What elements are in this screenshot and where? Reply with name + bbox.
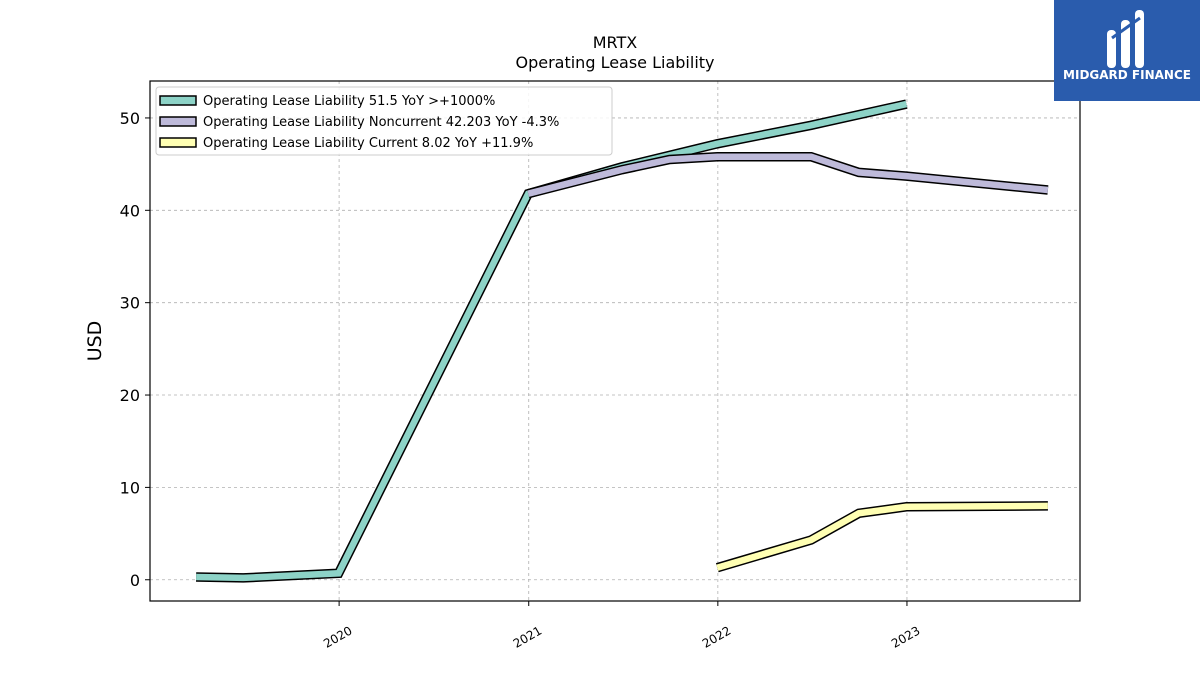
legend: Operating Lease Liability 51.5 YoY >+100… — [155, 86, 613, 156]
x-axis: 2020 2021 2022 2023 — [321, 601, 922, 651]
x-tick-label: 2022 — [700, 623, 733, 650]
series-2-line — [527, 151, 1049, 199]
series-3-line — [715, 501, 1048, 573]
legend-box — [155, 86, 613, 156]
series-1-line — [196, 99, 908, 583]
series-2-stroke — [527, 153, 1049, 197]
legend-item: Operating Lease Liability Current 8.02 Y… — [159, 136, 533, 151]
legend-swatch — [159, 137, 197, 148]
midgard-logo-icon — [1107, 10, 1144, 68]
chart-subtitle: Operating Lease Liability — [515, 53, 714, 72]
legend-label: Operating Lease Liability Noncurrent 42.… — [203, 115, 559, 130]
x-tick-label: 2020 — [321, 623, 354, 650]
legend-swatch — [159, 95, 197, 106]
brand-logo: MIDGARD FINANCE — [1054, 0, 1200, 101]
x-tick-label: 2021 — [511, 623, 544, 650]
logo-text: MIDGARD FINANCE — [1063, 68, 1191, 82]
series-3-outline — [715, 501, 1048, 573]
legend-label: Operating Lease Liability Current 8.02 Y… — [203, 136, 533, 151]
y-tick-label: 50 — [120, 109, 140, 128]
y-tick-label: 40 — [120, 201, 140, 220]
series-1-stroke — [196, 100, 908, 582]
x-tick-label: 2023 — [889, 623, 922, 650]
series-lines — [196, 99, 1049, 583]
y-axis-label: USD — [84, 321, 106, 362]
legend-label: Operating Lease Liability 51.5 YoY >+100… — [203, 94, 495, 109]
y-tick-label: 30 — [120, 294, 140, 313]
legend-swatch — [159, 116, 197, 127]
y-tick-label: 20 — [120, 386, 140, 405]
series-1-outline — [196, 99, 908, 583]
series-3-stroke — [716, 502, 1048, 571]
y-axis: 0 10 20 30 40 50 — [120, 109, 150, 590]
grid-lines — [150, 81, 1080, 601]
legend-item: Operating Lease Liability 51.5 YoY >+100… — [159, 94, 495, 109]
y-tick-label: 10 — [120, 478, 140, 497]
plot-frame — [149, 80, 1081, 602]
chart-title: MRTX — [593, 33, 638, 52]
legend-item: Operating Lease Liability Noncurrent 42.… — [159, 115, 559, 130]
y-tick-label: 0 — [130, 571, 140, 590]
